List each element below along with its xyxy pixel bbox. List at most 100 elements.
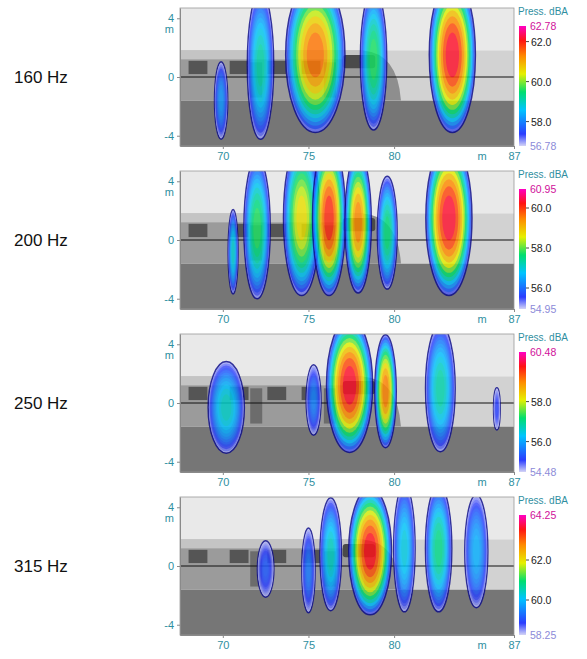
tick: 87	[508, 309, 520, 325]
panel: 7075808740-4mm250 HzPress. dBA60.4854.48…	[14, 318, 568, 488]
source-contour	[309, 377, 319, 423]
train-window	[189, 224, 208, 237]
source-contour	[427, 497, 450, 603]
source-contour	[228, 211, 237, 292]
source-contour	[429, 171, 469, 285]
panel-title: 200 Hz	[14, 231, 68, 250]
source-contour	[375, 337, 395, 445]
source	[257, 541, 273, 597]
source-area	[302, 528, 315, 613]
source-contour	[244, 171, 269, 296]
tick-mark	[394, 146, 395, 149]
source-contour	[351, 182, 366, 263]
tick: 70	[217, 309, 229, 325]
x-axis-title: m	[477, 476, 486, 488]
colorbar-title: Press. dBA	[518, 6, 568, 17]
tick: 80	[388, 309, 400, 325]
colorbar-max: 62.78	[530, 20, 556, 32]
colorbar-tick-label: 58.0	[531, 116, 552, 128]
source-contour	[355, 506, 385, 596]
x-axis-title: m	[477, 150, 486, 162]
source-contour	[358, 515, 383, 588]
source-contour	[436, 8, 469, 110]
source-contour	[328, 334, 372, 450]
source	[465, 497, 488, 608]
tick: 0	[168, 234, 180, 246]
source-contour	[230, 222, 237, 282]
source-contour	[429, 504, 448, 594]
colorbar-max: 60.48	[530, 346, 556, 358]
tick: 87	[508, 146, 520, 162]
axis-line	[181, 309, 515, 310]
source-contour	[230, 224, 236, 279]
source-contour	[429, 340, 452, 437]
source-contour	[346, 171, 370, 287]
source-contour	[258, 542, 274, 596]
source-area	[313, 171, 346, 296]
source-contour	[250, 193, 263, 264]
source-contour	[293, 179, 311, 257]
colorbar-tick	[526, 81, 529, 82]
source-contour	[302, 532, 314, 609]
tick-mark	[394, 309, 395, 312]
source-contour	[258, 543, 273, 595]
colorbar-tick	[526, 600, 529, 601]
source	[302, 528, 315, 613]
source-area	[394, 497, 415, 612]
tick-mark	[177, 625, 180, 626]
source-contour	[349, 173, 368, 273]
colorbar-tick-label: 58.0	[531, 396, 552, 408]
source-contour	[218, 85, 223, 117]
source-contour	[366, 19, 381, 100]
y-axis: 40-4	[164, 9, 180, 147]
source-contour	[303, 23, 327, 86]
tick: -4	[164, 619, 180, 631]
source-contour	[290, 8, 341, 122]
source-contour	[437, 179, 460, 257]
axis-line	[180, 172, 181, 310]
tick-mark	[177, 507, 180, 508]
colorbar-tick-label: 60.0	[531, 202, 552, 214]
source-area	[426, 334, 456, 452]
source-contour	[377, 345, 394, 437]
source	[313, 171, 346, 296]
source-contour	[260, 551, 271, 587]
source-area	[244, 171, 270, 299]
source-contour	[219, 89, 223, 111]
source-contour	[442, 196, 455, 241]
source	[426, 171, 472, 296]
source-contour	[469, 515, 484, 588]
source-contour	[211, 370, 241, 445]
source-contour	[229, 215, 238, 288]
source-contour	[307, 366, 321, 434]
y-axis-title: m	[165, 349, 174, 361]
tick-mark	[223, 146, 224, 149]
source-contour	[216, 71, 226, 130]
source-area	[345, 171, 371, 293]
tick: 80	[388, 472, 400, 488]
source-area	[257, 541, 273, 597]
source-contour	[296, 8, 334, 105]
source-contour	[231, 234, 235, 269]
tick-mark	[514, 472, 515, 475]
source-contour	[249, 8, 272, 129]
source-contour	[436, 173, 463, 263]
source-contour	[382, 204, 392, 260]
source-contour	[218, 81, 225, 120]
source-contour	[347, 171, 370, 283]
source-contour	[433, 357, 448, 420]
source-contour	[472, 528, 481, 574]
source-contour	[263, 561, 268, 577]
source-area	[377, 176, 397, 289]
source-area	[228, 209, 238, 294]
source-contour	[247, 174, 267, 282]
panel: 7075808740-4mm200 HzPress. dBA60.9554.95…	[14, 140, 568, 325]
source-contour	[494, 390, 500, 429]
source-contour	[325, 522, 337, 587]
source-contour	[259, 546, 272, 592]
source-area	[320, 498, 341, 611]
colorbar-min: 54.48	[530, 466, 556, 478]
source-contour	[287, 8, 344, 129]
source-contour	[324, 196, 334, 241]
source-contour	[255, 35, 266, 95]
